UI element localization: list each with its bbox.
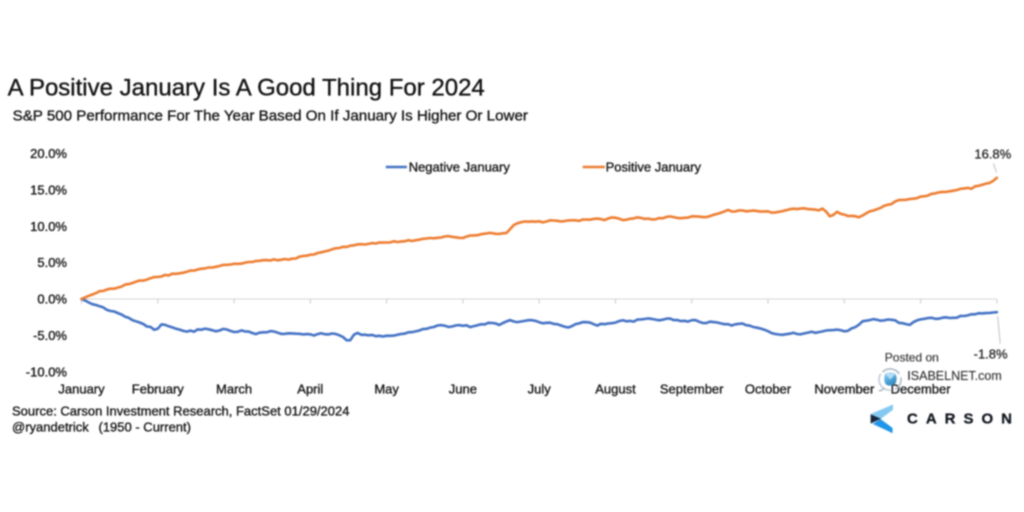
svg-text:Negative January: Negative January bbox=[409, 159, 511, 174]
svg-text:(1950 - Current): (1950 - Current) bbox=[99, 420, 191, 435]
svg-text:June: June bbox=[449, 382, 477, 397]
svg-text:10.0%: 10.0% bbox=[30, 219, 67, 234]
svg-text:-1.8%: -1.8% bbox=[974, 346, 1008, 361]
svg-text:20.0%: 20.0% bbox=[30, 146, 67, 161]
svg-text:November: November bbox=[814, 382, 875, 397]
svg-text:ISABELNET.com: ISABELNET.com bbox=[907, 369, 1001, 383]
svg-text:September: September bbox=[660, 382, 724, 397]
svg-text:October: October bbox=[745, 382, 792, 397]
svg-text:January: January bbox=[58, 382, 105, 397]
svg-text:Posted on: Posted on bbox=[885, 350, 939, 364]
svg-text:August: August bbox=[595, 382, 636, 397]
svg-text:-5.0%: -5.0% bbox=[33, 328, 67, 343]
svg-text:0.0%: 0.0% bbox=[37, 292, 67, 307]
svg-text:@ryandetrick: @ryandetrick bbox=[12, 420, 89, 435]
svg-text:February: February bbox=[132, 382, 185, 397]
svg-text:December: December bbox=[891, 382, 952, 397]
svg-text:15.0%: 15.0% bbox=[30, 182, 67, 197]
svg-text:-10.0%: -10.0% bbox=[26, 364, 68, 379]
svg-text:Positive January: Positive January bbox=[606, 159, 702, 174]
svg-text:16.8%: 16.8% bbox=[974, 146, 1011, 161]
svg-text:S&P 500 Performance For The Ye: S&P 500 Performance For The Year Based O… bbox=[13, 107, 528, 124]
svg-text:April: April bbox=[297, 382, 323, 397]
svg-text:July: July bbox=[528, 382, 552, 397]
svg-text:May: May bbox=[374, 382, 399, 397]
svg-text:CARSON: CARSON bbox=[907, 411, 1020, 428]
svg-text:March: March bbox=[216, 382, 252, 397]
svg-text:Source: Carson Investment Rese: Source: Carson Investment Research, Fact… bbox=[12, 403, 349, 418]
svg-text:5.0%: 5.0% bbox=[37, 255, 67, 270]
svg-text:A Positive January Is A Good T: A Positive January Is A Good Thing For 2… bbox=[8, 74, 485, 101]
